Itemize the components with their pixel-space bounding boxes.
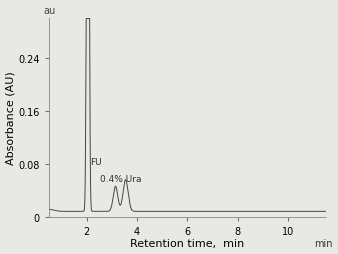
Text: min: min (314, 239, 332, 248)
Y-axis label: Absorbance (AU): Absorbance (AU) (5, 71, 16, 165)
Text: au: au (43, 6, 55, 15)
Text: 0.4% Ura: 0.4% Ura (100, 174, 142, 183)
Text: FU: FU (90, 158, 102, 167)
X-axis label: Retention time,  min: Retention time, min (130, 239, 244, 248)
